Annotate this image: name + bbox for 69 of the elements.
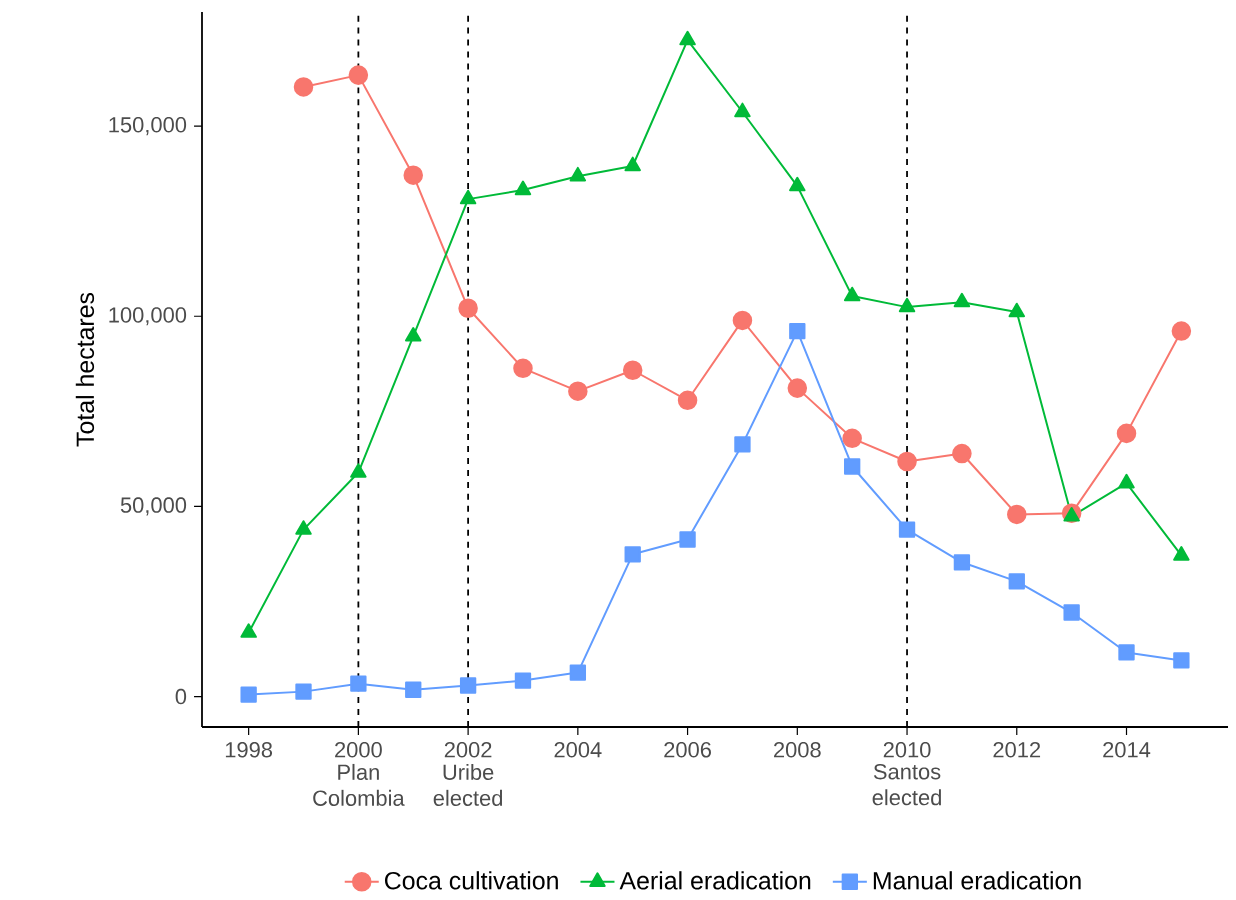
y-tick-label: 50,000: [120, 497, 187, 516]
point: [787, 378, 808, 398]
point: [897, 451, 917, 472]
y-tick-label: 150,000: [109, 116, 187, 136]
point: [458, 298, 478, 318]
point: [844, 458, 861, 475]
point: [843, 286, 861, 302]
point: [514, 180, 532, 196]
point: [350, 463, 367, 478]
x-tick-label: 2014: [1103, 741, 1151, 758]
point: [734, 102, 751, 118]
point: [295, 520, 312, 535]
legend-label: Coca cultivation: [384, 871, 558, 890]
point: [348, 65, 369, 85]
point: [789, 176, 806, 192]
legend-label: Aerial eradication: [619, 871, 811, 890]
point: [295, 683, 312, 700]
point: [1008, 573, 1025, 590]
point: [1118, 473, 1135, 489]
point: [677, 390, 698, 410]
point: [240, 686, 257, 703]
point: [624, 156, 641, 172]
point: [1173, 652, 1190, 669]
ref-line-label: Santos elected: [872, 763, 941, 806]
legend-label: Manual eradication: [873, 871, 1081, 890]
x-tick-label: 2004: [554, 741, 602, 758]
point: [842, 428, 862, 448]
x-tick-label: 2000: [335, 741, 382, 758]
x-tick-label: 1998: [225, 741, 273, 758]
point: [514, 672, 532, 689]
x-tick-label: 2002: [444, 741, 492, 758]
point: [624, 546, 641, 563]
point: [953, 292, 971, 308]
point: [405, 681, 422, 698]
point: [679, 531, 696, 548]
point: [459, 189, 477, 205]
point: [953, 554, 971, 571]
x-tick-label: 2010: [883, 741, 931, 758]
y-tick-label: 100,000: [109, 307, 187, 326]
point: [1063, 604, 1080, 621]
point: [403, 165, 424, 185]
point: [569, 166, 587, 182]
point: [1118, 644, 1135, 661]
point: [404, 326, 422, 342]
point: [732, 310, 753, 331]
y-axis-title: Total hectares: [75, 292, 95, 447]
point: [293, 77, 314, 97]
point: [350, 675, 367, 692]
x-tick-label: 2012: [993, 741, 1041, 758]
point: [734, 436, 751, 453]
point: [622, 360, 643, 380]
point: [459, 677, 477, 694]
point: [789, 322, 806, 340]
point: [1116, 423, 1137, 444]
point: [568, 381, 588, 401]
point: [1008, 302, 1026, 318]
point: [513, 358, 533, 379]
point: [898, 297, 916, 313]
point: [1171, 321, 1192, 341]
x-tick-label: 2006: [664, 741, 711, 758]
y-tick-label: 0: [175, 688, 187, 705]
point: [1007, 504, 1027, 525]
point: [679, 30, 696, 46]
ref-line-label: Plan Colombia: [313, 763, 405, 806]
point: [898, 521, 916, 538]
ref-line-label: Uribe elected: [433, 763, 503, 806]
point: [569, 664, 587, 681]
point: [952, 443, 972, 464]
x-tick-label: 2008: [774, 741, 821, 758]
